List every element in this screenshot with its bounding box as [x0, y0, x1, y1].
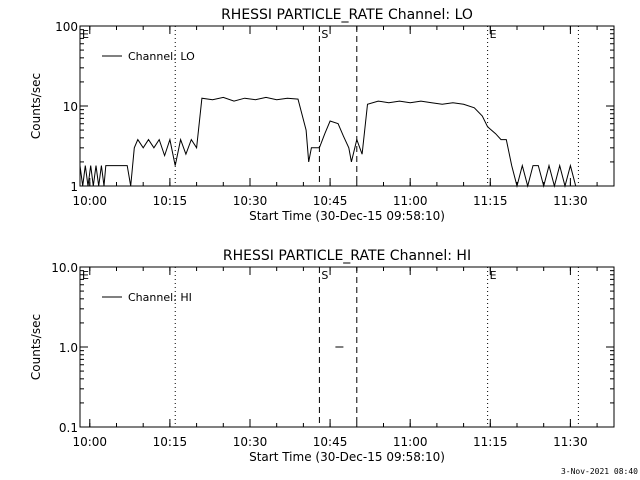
x-tick-label: 11:30 [553, 435, 588, 449]
x-tick-label: 11:00 [393, 194, 428, 208]
marker-label: S [321, 28, 328, 41]
panel-lo: RHESSI PARTICLE_RATE Channel: LO Counts/s… [29, 7, 615, 223]
y-axis-label: Counts/sec [29, 73, 43, 139]
x-tick-label: 10:45 [313, 435, 348, 449]
y-tick-label: 1.0 [59, 341, 78, 355]
x-tick-label: 11:30 [553, 194, 588, 208]
y-tick-label: 1 [70, 180, 78, 194]
chart-title: RHESSI PARTICLE_RATE Channel: HI [223, 248, 471, 264]
marker-label: E [490, 269, 497, 282]
marker-label: S [321, 269, 328, 282]
panel-hi: RHESSI PARTICLE_RATE Channel: HI Counts/s… [29, 248, 615, 464]
x-tick-label: 10:00 [72, 194, 107, 208]
x-tick-label: 10:15 [153, 194, 188, 208]
x-tick-label: 10:00 [72, 435, 107, 449]
x-tick-label: 11:00 [393, 435, 428, 449]
x-tick-label: 11:15 [473, 435, 508, 449]
x-tick-label: 10:15 [153, 435, 188, 449]
chart-title: RHESSI PARTICLE_RATE Channel: LO [221, 7, 473, 23]
x-axis-label: Start Time (30-Dec-15 09:58:10) [249, 209, 445, 223]
y-tick-label: 100 [55, 20, 78, 34]
x-tick-label: 10:30 [233, 435, 268, 449]
legend-label: Channel: LO [128, 50, 195, 63]
y-tick-label: 10 [63, 100, 78, 114]
x-tick-label: 11:15 [473, 194, 508, 208]
y-tick-label: 10.0 [51, 261, 78, 275]
marker-label: E [82, 28, 89, 41]
x-tick-label: 10:45 [313, 194, 348, 208]
x-axis-label: Start Time (30-Dec-15 09:58:10) [249, 450, 445, 464]
footer-timestamp: 3-Nov-2021 08:40 [561, 467, 638, 476]
y-tick-label: 0.1 [59, 421, 78, 435]
marker-label: E [82, 269, 89, 282]
x-tick-label: 10:30 [233, 194, 268, 208]
legend-label: Channel: HI [128, 291, 192, 304]
y-axis-label: Counts/sec [29, 314, 43, 380]
marker-label: E [490, 28, 497, 41]
series-line [79, 96, 577, 188]
